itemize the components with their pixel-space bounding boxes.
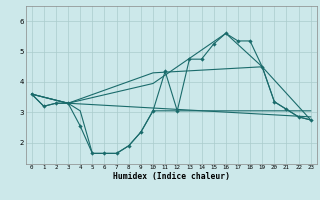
X-axis label: Humidex (Indice chaleur): Humidex (Indice chaleur) bbox=[113, 172, 230, 181]
